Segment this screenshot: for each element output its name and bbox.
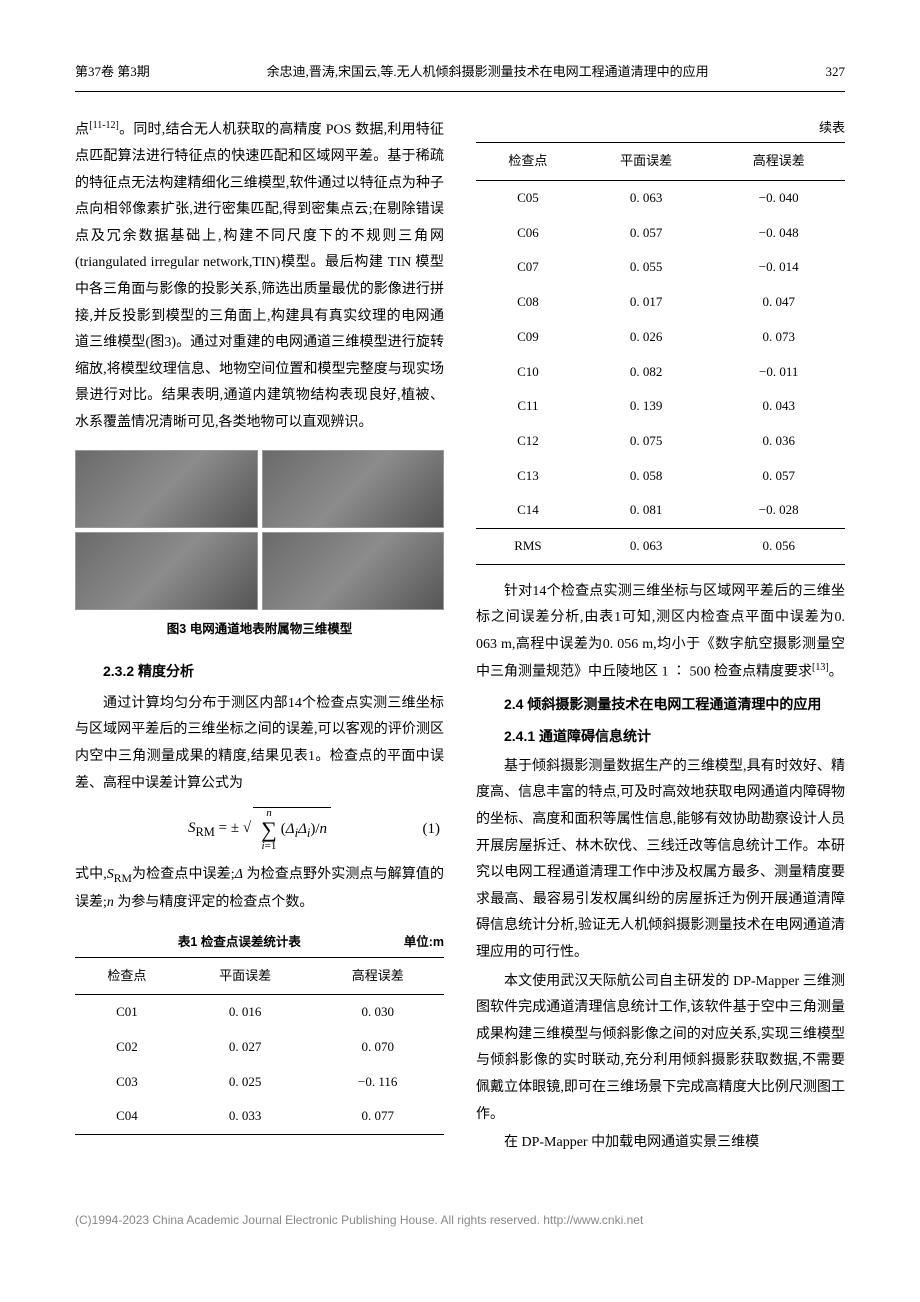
table-cell: 0. 043 xyxy=(712,389,845,424)
figure-3 xyxy=(75,450,444,610)
col-header: 平面误差 xyxy=(179,957,312,995)
table-unit: 单位:m xyxy=(404,931,444,955)
table-cell: −0. 011 xyxy=(712,355,845,390)
table-cell: 0. 073 xyxy=(712,320,845,355)
text: 式中, xyxy=(75,867,107,882)
table-cell: C12 xyxy=(476,424,580,459)
table-cell: 0. 033 xyxy=(179,1099,312,1134)
table-cell: 0. 139 xyxy=(580,389,713,424)
table-cell: 0. 055 xyxy=(580,250,713,285)
table-cell: C06 xyxy=(476,216,580,251)
table-cell: C02 xyxy=(75,1030,179,1065)
table-continued-label: 续表 xyxy=(476,116,845,141)
equation-1: SRM = ± √ n ∑ i=1 (ΔiΔi)/n (1) xyxy=(75,807,444,852)
table-cell: C01 xyxy=(75,995,179,1030)
table-cell: 0. 063 xyxy=(580,181,713,216)
table-caption-text: 表1 检查点误差统计表 xyxy=(75,931,404,955)
var-delta: Δ xyxy=(235,867,243,882)
left-column: 点[11-12]。同时,结合无人机获取的高精度 POS 数据,利用特征点匹配算法… xyxy=(75,116,444,1159)
table-cell: 0. 056 xyxy=(712,528,845,564)
table-1-part2: 检查点 平面误差 高程误差 C050. 063−0. 040C060. 057−… xyxy=(476,142,845,564)
right-column: 续表 检查点 平面误差 高程误差 C050. 063−0. 040C060. 0… xyxy=(476,116,845,1159)
text: 为参与精度评定的检查点个数。 xyxy=(114,895,314,910)
table-cell: C11 xyxy=(476,389,580,424)
table-cell: 0. 075 xyxy=(580,424,713,459)
table-cell: C04 xyxy=(75,1099,179,1134)
col-header: 高程误差 xyxy=(712,143,845,181)
table-cell: C14 xyxy=(476,493,580,528)
heading-2-4-1: 2.4.1 通道障碍信息统计 xyxy=(476,723,845,750)
table-cell: 0. 017 xyxy=(580,285,713,320)
table-1-caption: 表1 检查点误差统计表 单位:m xyxy=(75,931,444,955)
figure-3-caption: 图3 电网通道地表附属物三维模型 xyxy=(75,618,444,642)
body-para: 针对14个检查点实测三维坐标与区域网平差后的三维坐标之间误差分析,由表1可知,测… xyxy=(476,579,845,687)
figure-tile xyxy=(262,532,445,610)
table-cell: 0. 077 xyxy=(311,1099,444,1134)
footer-copyright: (C)1994-2023 China Academic Journal Elec… xyxy=(75,1209,845,1232)
table-cell: −0. 014 xyxy=(712,250,845,285)
equation-number: (1) xyxy=(423,815,441,844)
table-cell: 0. 025 xyxy=(179,1065,312,1100)
table-cell: 0. 026 xyxy=(580,320,713,355)
table-cell: 0. 047 xyxy=(712,285,845,320)
figure-tile xyxy=(75,450,258,528)
table-cell: −0. 116 xyxy=(311,1065,444,1100)
table-cell: C05 xyxy=(476,181,580,216)
text: 为检查点中误差; xyxy=(132,867,235,882)
table-cell: 0. 027 xyxy=(179,1030,312,1065)
table-cell: C13 xyxy=(476,459,580,494)
table-cell: 0. 070 xyxy=(311,1030,444,1065)
table-cell: 0. 082 xyxy=(580,355,713,390)
table-cell: −0. 028 xyxy=(712,493,845,528)
figure-tile xyxy=(262,450,445,528)
var-s: S xyxy=(107,867,114,882)
table-cell: 0. 081 xyxy=(580,493,713,528)
col-header: 平面误差 xyxy=(580,143,713,181)
table-cell: RMS xyxy=(476,528,580,564)
table-cell: C08 xyxy=(476,285,580,320)
page-number: 327 xyxy=(826,60,846,85)
table-cell: 0. 030 xyxy=(311,995,444,1030)
table-cell: 0. 058 xyxy=(580,459,713,494)
table-cell: C07 xyxy=(476,250,580,285)
table-cell: 0. 057 xyxy=(580,216,713,251)
table-cell: −0. 048 xyxy=(712,216,845,251)
table-cell: C10 xyxy=(476,355,580,390)
table-cell: C03 xyxy=(75,1065,179,1100)
figure-tile xyxy=(75,532,258,610)
body-para: 本文使用武汉天际航公司自主研发的 DP-Mapper 三维测图软件完成通道清理信… xyxy=(476,969,845,1129)
col-header: 高程误差 xyxy=(311,957,444,995)
body-para: 在 DP-Mapper 中加载电网通道实景三维模 xyxy=(476,1130,845,1157)
body-para: 基于倾斜摄影测量数据生产的三维模型,具有时效好、精度高、信息丰富的特点,可及时高… xyxy=(476,754,845,967)
table-cell: 0. 057 xyxy=(712,459,845,494)
running-header: 第37卷 第3期 余忠迪,晋涛,宋国云,等.无人机倾斜摄影测量技术在电网工程通道… xyxy=(75,60,845,92)
col-header: 检查点 xyxy=(75,957,179,995)
col-header: 检查点 xyxy=(476,143,580,181)
table-cell: 0. 016 xyxy=(179,995,312,1030)
var-rm: RM xyxy=(114,872,132,885)
heading-2-4: 2.4 倾斜摄影测量技术在电网工程通道清理中的应用 xyxy=(476,691,845,718)
table-cell: 0. 063 xyxy=(580,528,713,564)
table-1-part1: 检查点 平面误差 高程误差 C010. 0160. 030C020. 0270.… xyxy=(75,957,444,1135)
body-para: 通过计算均匀分布于测区内部14个检查点实测三维坐标与区域网平差后的三维坐标之间的… xyxy=(75,691,444,797)
table-cell: −0. 040 xyxy=(712,181,845,216)
table-cell: 0. 036 xyxy=(712,424,845,459)
running-title: 余忠迪,晋涛,宋国云,等.无人机倾斜摄影测量技术在电网工程通道清理中的应用 xyxy=(150,60,826,85)
body-para: 式中,SRM为检查点中误差;Δ 为检查点野外实测点与解算值的误差;n 为参与精度… xyxy=(75,862,444,917)
var-n: n xyxy=(107,895,114,910)
heading-2-3-2: 2.3.2 精度分析 xyxy=(103,658,444,685)
body-para: 点[11-12]。同时,结合无人机获取的高精度 POS 数据,利用特征点匹配算法… xyxy=(75,116,444,437)
volume-issue: 第37卷 第3期 xyxy=(75,60,150,85)
table-cell: C09 xyxy=(476,320,580,355)
